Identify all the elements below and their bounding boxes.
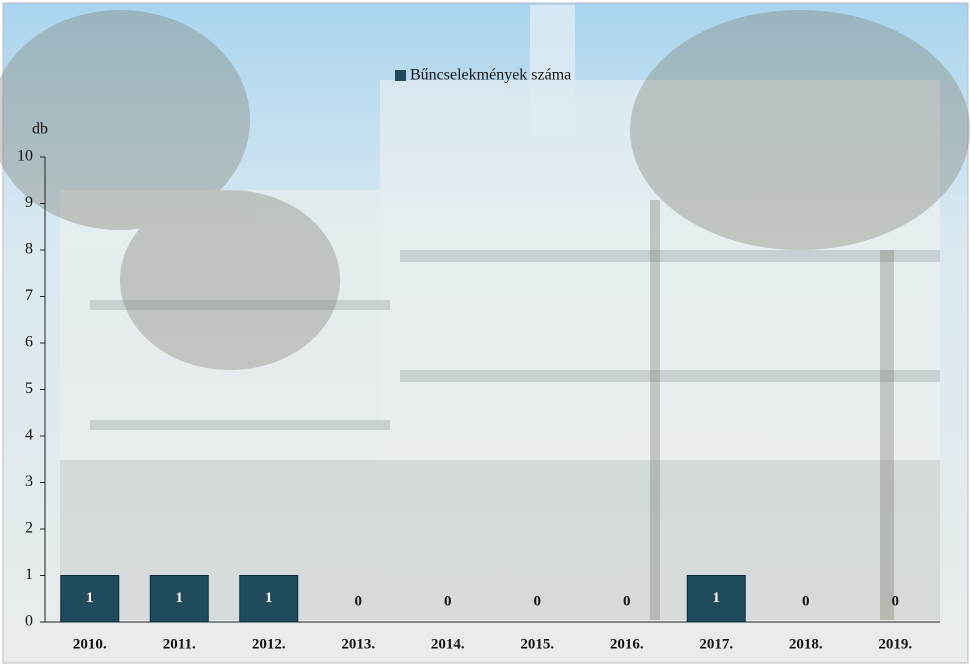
x-tick-label: 2010.	[73, 636, 107, 652]
y-tick-label: 3	[25, 473, 33, 490]
y-tick-label: 1	[25, 566, 33, 583]
data-label: 1	[713, 590, 721, 606]
y-tick-label: 9	[25, 194, 33, 211]
y-axis-label: db	[32, 121, 48, 138]
bar	[149, 575, 209, 623]
x-tick-label: 2018.	[789, 636, 823, 652]
y-tick-label: 7	[25, 287, 33, 304]
x-tick-label: 2011.	[163, 636, 196, 652]
y-tick-label: 8	[25, 241, 33, 258]
x-tick-label: 2015.	[520, 636, 554, 652]
data-label: 1	[265, 590, 273, 606]
data-label: 0	[802, 593, 810, 609]
y-tick-label: 10	[17, 148, 33, 165]
x-tick-label: 2014.	[431, 636, 465, 652]
data-label: 1	[176, 590, 184, 606]
bar	[686, 575, 746, 623]
legend-label: Bűncselekmények száma	[410, 67, 571, 84]
x-tick-label: 2012.	[252, 636, 286, 652]
trees	[0, 10, 970, 620]
data-label: 0	[534, 593, 542, 609]
data-label: 0	[355, 593, 363, 609]
x-tick-label: 2013.	[341, 636, 375, 652]
bar	[239, 575, 299, 623]
building	[60, 5, 940, 620]
bar	[60, 575, 120, 623]
data-label: 0	[444, 593, 452, 609]
y-tick-label: 0	[25, 613, 33, 630]
x-tick-label: 2016.	[610, 636, 644, 652]
data-label: 0	[623, 593, 631, 609]
data-label: 1	[86, 590, 94, 606]
legend-swatch	[395, 70, 406, 81]
data-label: 0	[892, 593, 900, 609]
y-tick-label: 2	[25, 520, 33, 537]
x-tick-label: 2017.	[699, 636, 733, 652]
y-tick-label: 6	[25, 334, 33, 351]
y-tick-label: 4	[25, 427, 33, 444]
y-tick-label: 5	[25, 380, 33, 397]
x-tick-label: 2019.	[878, 636, 912, 652]
